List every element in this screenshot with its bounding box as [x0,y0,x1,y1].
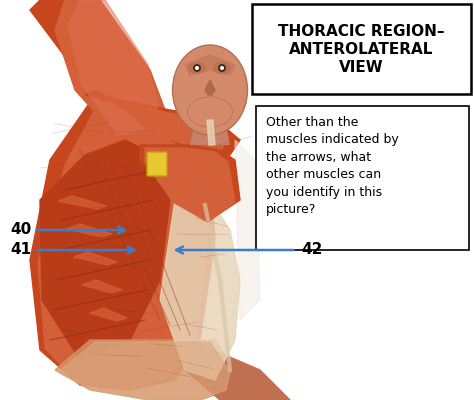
Polygon shape [66,224,112,237]
Polygon shape [30,95,215,390]
Polygon shape [58,196,107,209]
Polygon shape [71,251,120,266]
Polygon shape [145,148,235,222]
Polygon shape [100,95,228,152]
Polygon shape [58,342,230,400]
Text: 41: 41 [10,242,32,258]
FancyBboxPatch shape [147,152,167,176]
Circle shape [193,64,201,72]
Polygon shape [185,340,290,400]
Polygon shape [40,140,170,360]
Polygon shape [207,120,215,145]
Polygon shape [55,0,165,140]
Polygon shape [82,280,122,293]
Polygon shape [63,223,115,238]
Polygon shape [235,140,260,320]
Ellipse shape [173,45,247,135]
Polygon shape [55,195,110,210]
Polygon shape [30,0,175,160]
Polygon shape [38,100,208,388]
Text: 42: 42 [301,242,322,258]
Circle shape [195,66,199,70]
Text: Other than the
muscles indicated by
the arrows, what
other muscles can
you ident: Other than the muscles indicated by the … [266,116,399,216]
Polygon shape [68,0,158,135]
Polygon shape [74,252,117,265]
Polygon shape [185,55,235,75]
Polygon shape [140,145,240,220]
Polygon shape [85,90,240,155]
Circle shape [220,66,224,70]
Polygon shape [87,307,130,322]
Text: 40: 40 [10,222,32,238]
FancyBboxPatch shape [252,4,471,94]
Polygon shape [190,120,230,145]
Polygon shape [90,308,127,321]
Polygon shape [55,340,235,400]
Ellipse shape [188,62,206,74]
Text: THORACIC REGION–
ANTEROLATERAL
VIEW: THORACIC REGION– ANTEROLATERAL VIEW [278,24,445,74]
Ellipse shape [213,62,231,74]
Polygon shape [160,200,240,380]
FancyBboxPatch shape [256,106,469,250]
Circle shape [218,64,226,72]
Ellipse shape [188,97,233,127]
Polygon shape [79,279,125,294]
Polygon shape [205,80,215,95]
